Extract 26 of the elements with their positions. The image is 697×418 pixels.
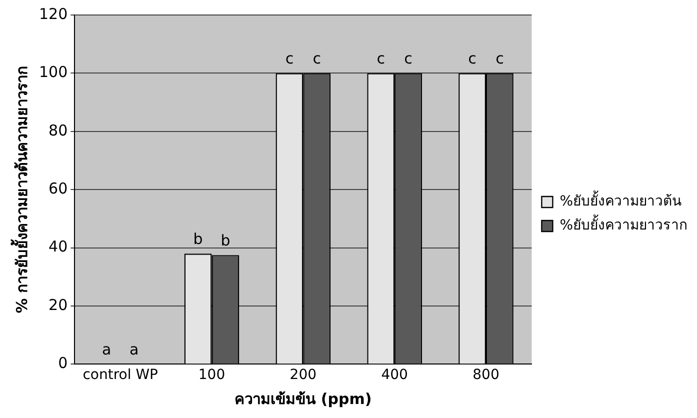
y-tick-label: 40 (48, 238, 68, 256)
annotation: b (220, 231, 230, 250)
annotation: a (129, 340, 139, 359)
x-tick-label: 400 (381, 367, 408, 384)
x-tick-label: 800 (472, 367, 500, 384)
y-tick-label: 120 (38, 4, 68, 23)
annotation: c (376, 50, 385, 68)
y-tick-label: 80 (48, 121, 68, 140)
x-axis-title: ความเข้มข้น (ppm) (234, 390, 372, 408)
y-tick-label: 20 (48, 296, 68, 314)
y-tick-label: 100 (38, 63, 68, 82)
y-tick-label: 60 (48, 179, 68, 198)
x-tick-label: 100 (198, 367, 226, 384)
annotation: c (312, 50, 321, 68)
legend-label: %ยับยั้งความยาวราก (560, 214, 688, 234)
annotation: c (404, 50, 412, 68)
annotation: c (285, 50, 294, 68)
annotation: c (496, 50, 504, 68)
annotation: a (102, 340, 112, 359)
x-tick-label: 200 (290, 367, 317, 384)
x-tick-label: control WP (82, 367, 158, 384)
annotation: c (468, 50, 476, 68)
annotation: b (193, 230, 203, 248)
y-axis-title: % การยับยั้งความยาวต้นความยาวราก (10, 66, 31, 314)
y-tick-label: 0 (58, 354, 68, 372)
legend-label: %ยับยั้งความยาวต้น (560, 190, 682, 210)
